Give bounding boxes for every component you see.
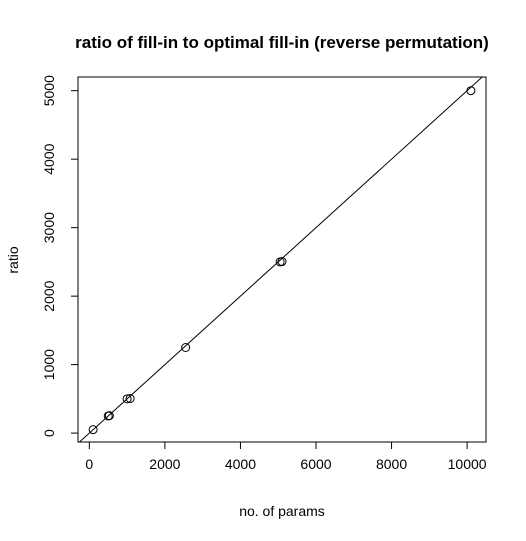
data-point-4 xyxy=(125,394,135,404)
y-tick-label-1000: 1000 xyxy=(41,349,57,380)
data-point-3 xyxy=(122,394,132,404)
x-axis: 0 2000 4000 6000 8000 10000 xyxy=(85,441,487,472)
chart-title: ratio of fill-in to optimal fill-in (rev… xyxy=(75,33,489,52)
x-axis-label: no. of params xyxy=(239,503,325,519)
x-tick-label-2000: 2000 xyxy=(149,456,180,472)
y-axis: 0 1000 2000 3000 4000 5000 xyxy=(41,75,79,437)
x-tick-label-10000: 10000 xyxy=(448,456,487,472)
data-point-5 xyxy=(181,342,191,352)
y-tick-label-2000: 2000 xyxy=(41,280,57,311)
data-point-8 xyxy=(466,86,476,96)
y-tick-label-4000: 4000 xyxy=(41,143,57,174)
x-tick-label-4000: 4000 xyxy=(225,456,256,472)
y-axis-label: ratio xyxy=(5,246,21,273)
x-tick-label-6000: 6000 xyxy=(300,456,331,472)
points-layer xyxy=(88,86,476,435)
data-point-7 xyxy=(277,257,287,267)
y-tick-label-5000: 5000 xyxy=(41,75,57,106)
data-point-2 xyxy=(104,411,114,421)
x-tick-label-8000: 8000 xyxy=(376,456,407,472)
data-point-0 xyxy=(88,425,98,435)
x-tick-label-0: 0 xyxy=(85,456,93,472)
y-tick-label-3000: 3000 xyxy=(41,212,57,243)
y-tick-label-0: 0 xyxy=(41,429,57,437)
